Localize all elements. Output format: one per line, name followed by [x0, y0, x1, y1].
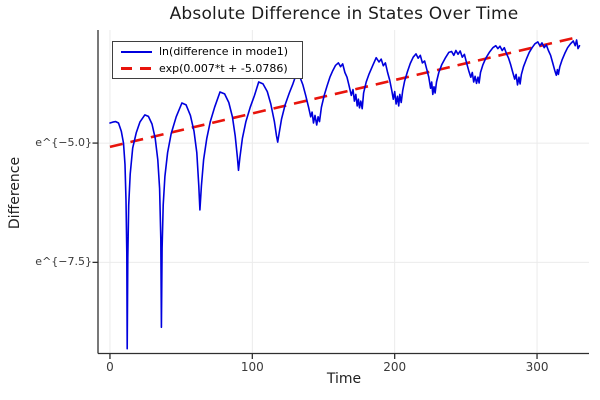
legend-entry-series: ln(difference in mode1): [121, 45, 302, 59]
y-tick-label: e^{−5.0}: [35, 135, 92, 149]
y-tick-label: e^{−7.5}: [35, 254, 92, 268]
x-tick-label: 300: [525, 360, 549, 374]
legend-label-series: ln(difference in mode1): [159, 45, 289, 58]
x-tick-label: 200: [383, 360, 407, 374]
fit-line-series: [109, 35, 581, 149]
x-axis-label: Time: [326, 371, 362, 387]
chart-title: Absolute Difference in States Over Time: [169, 4, 519, 24]
legend-entry-fit: exp(0.007*t + -5.0786): [121, 62, 302, 76]
y-axis-label: Difference: [7, 156, 23, 230]
legend-line-sample-blue: [121, 50, 152, 53]
difference-line-series: [109, 39, 581, 350]
legend-line-sample-red-dashed: [121, 67, 152, 70]
x-tick-label: 100: [240, 360, 264, 374]
legend-box: ln(difference in mode1) exp(0.007*t + -5…: [112, 41, 303, 79]
x-tick-label: 0: [106, 360, 114, 374]
legend-label-fit: exp(0.007*t + -5.0786): [159, 62, 288, 75]
